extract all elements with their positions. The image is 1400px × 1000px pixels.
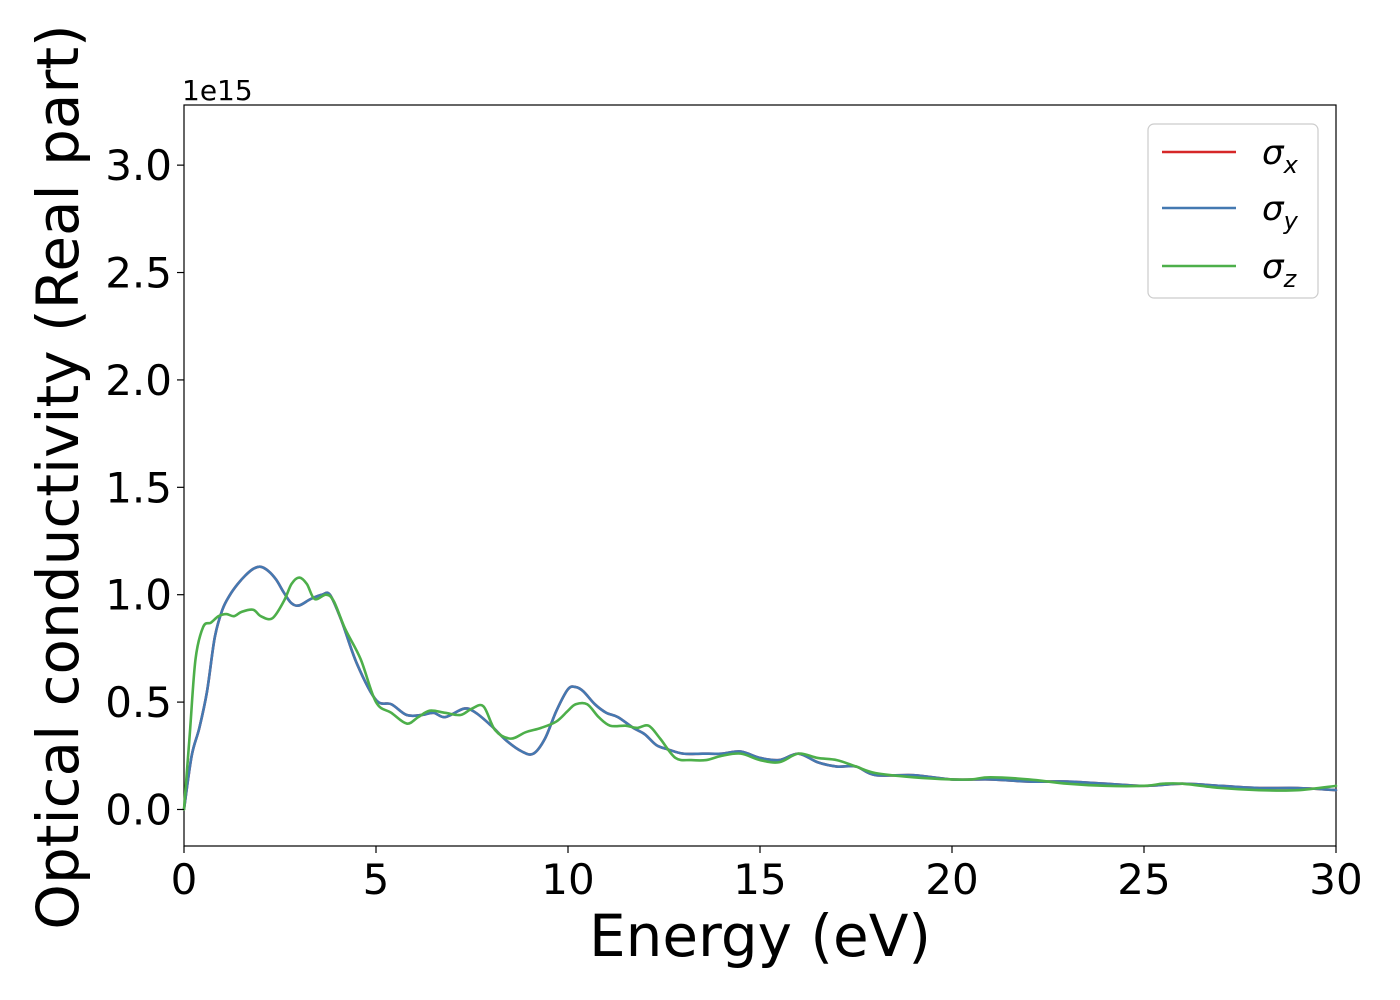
legend-box [1147,123,1319,299]
y-tick-label: 3.0 [105,141,172,190]
x-tick-label: 5 [363,855,390,904]
legend-label-y: σy [1262,189,1299,235]
x-tick-label: 25 [1117,855,1170,904]
plot-area: 0 5 10 15 20 25 30 0.0 0.5 1.0 1.5 2.0 2.5 3.0 [105,104,1363,904]
x-tick-label: 0 [171,855,198,904]
y-tick-label: 0.0 [105,785,172,834]
x-tick-label: 10 [541,855,594,904]
y-tick-label: 2.5 [105,249,172,298]
legend: σx σy σz [1147,123,1319,299]
legend-label-x: σx [1262,133,1299,179]
x-tick-label: 30 [1309,855,1362,904]
y-tick-label: 2.0 [105,356,172,405]
legend-entries: σx σy σz [1162,133,1299,293]
x-tick-label: 15 [733,855,786,904]
y-tick-label: 1.0 [105,571,172,620]
y-axis-label: Optical conductivity (Real part) [24,24,92,929]
y-axis-ticks: 0.0 0.5 1.0 1.5 2.0 2.5 3.0 [105,141,184,834]
x-axis-ticks: 0 5 10 15 20 25 30 [171,846,1363,904]
x-tick-label: 20 [925,855,978,904]
series-layer [182,565,1338,811]
y-tick-label: 1.5 [105,463,172,512]
legend-label-z: σz [1262,247,1298,293]
y-axis-offset-label: 1e15 [182,74,253,107]
series-line-z [182,576,1338,811]
x-axis-label: Energy (eV) [589,902,931,970]
y-tick-label: 0.5 [105,678,172,727]
